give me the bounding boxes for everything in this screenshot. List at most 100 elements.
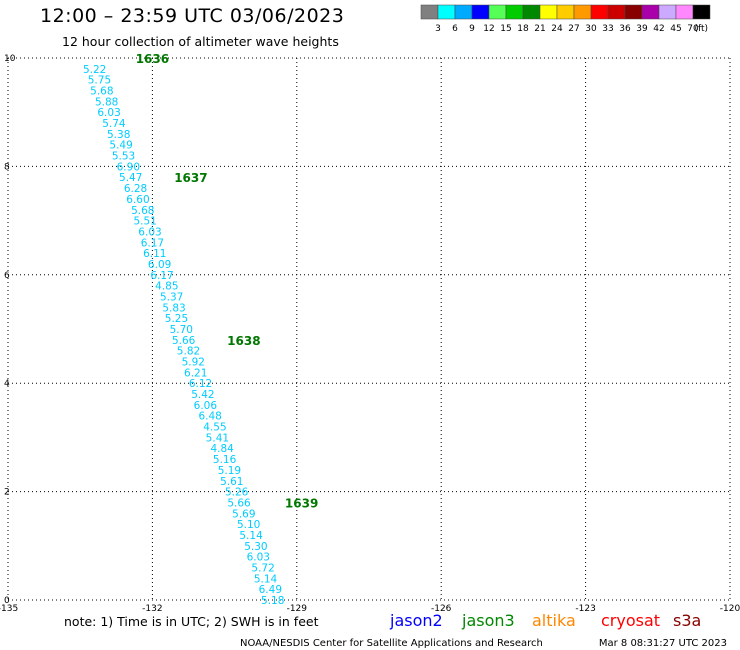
wave-height-label: 6.12: [189, 378, 212, 390]
wave-height-label: 5.68: [90, 86, 113, 98]
legend-color-swatch: [454, 4, 473, 20]
wave-height-label: 5.49: [109, 140, 132, 152]
legend-color-swatch: [692, 4, 711, 20]
wave-height-label: 5.22: [83, 64, 106, 76]
time-label: 1639: [285, 496, 318, 510]
wave-height-label: 6.49: [259, 584, 282, 596]
y-tick-label: 6: [4, 271, 10, 281]
legend-color-swatch: [573, 4, 592, 20]
time-label: 1637: [174, 171, 207, 185]
generated-timestamp: Mar 8 08:31:27 UTC 2023: [599, 638, 727, 649]
legend-color-swatch: [590, 4, 609, 20]
legend-color-swatch: [658, 4, 677, 20]
wave-height-label: 4.84: [210, 443, 234, 455]
wave-height-label: 5.83: [162, 302, 185, 314]
wave-height-label: 6.06: [194, 400, 218, 412]
wave-height-label: 5.66: [227, 497, 251, 509]
wave-height-label: 5.18: [261, 595, 284, 607]
wave-height-label: 5.47: [119, 172, 142, 184]
wave-height-label: 6.28: [124, 183, 147, 195]
legend-tick-label: 9: [469, 24, 475, 34]
legend-tick-label: 15: [500, 24, 511, 34]
wave-height-label: 5.14: [254, 573, 278, 585]
legend-tick-label: 45: [670, 24, 681, 34]
wave-height-label: 6.03: [138, 226, 161, 238]
wave-height-label: 5.66: [172, 335, 196, 347]
wave-height-label: 5.82: [177, 346, 200, 358]
wave-height-label: 5.37: [160, 291, 183, 303]
legend-tick-label: 33: [602, 24, 613, 34]
time-label: 1638: [227, 334, 260, 348]
credit-text: NOAA/NESDIS Center for Satellite Applica…: [240, 638, 543, 649]
wave-height-label: 5.19: [218, 465, 241, 477]
wave-height-label: 6.17: [150, 270, 173, 282]
wave-height-label: 4.55: [203, 422, 226, 434]
wave-height-label: 6.11: [143, 248, 166, 260]
legend-color-swatch: [505, 4, 524, 20]
wave-height-label: 5.88: [95, 96, 118, 108]
legend-tick-label: 12: [483, 24, 494, 34]
legend-tick-label: 3: [435, 24, 441, 34]
x-tick-label: -132: [142, 604, 162, 614]
satellite-legend-altika: altika: [532, 611, 576, 630]
wave-height-label: 6.03: [247, 552, 270, 564]
legend-tick-label: 42: [653, 24, 664, 34]
legend-color-swatch: [624, 4, 643, 20]
wave-height-label: 5.16: [213, 454, 237, 466]
x-tick-label: -123: [575, 604, 595, 614]
legend-tick-label: 21: [534, 24, 545, 34]
legend-color-swatch: [641, 4, 660, 20]
y-tick-label: 10: [4, 54, 16, 64]
wave-height-label: 6.21: [184, 367, 207, 379]
legend-tick-label: 30: [585, 24, 597, 34]
wave-height-label: 6.90: [117, 161, 140, 173]
wave-height-label: 5.61: [220, 476, 243, 488]
wave-height-label: 4.85: [155, 281, 178, 293]
legend-color-swatch: [556, 4, 575, 20]
wave-height-label: 5.72: [251, 562, 274, 574]
wave-height-label: 6.09: [148, 259, 171, 271]
satellite-legend-jason2: jason2: [389, 611, 443, 630]
wave-height-label: 5.92: [182, 357, 205, 369]
time-label: 1636: [136, 52, 169, 66]
satellite-legend-jason3: jason3: [461, 611, 515, 630]
legend-color-swatch: [522, 4, 541, 20]
legend-color-swatch: [471, 4, 490, 20]
legend-color-swatch: [488, 4, 507, 20]
wave-height-label: 5.41: [206, 432, 229, 444]
legend-tick-label: 70: [687, 24, 699, 34]
wave-height-label: 5.68: [131, 205, 154, 217]
wave-height-label: 5.51: [133, 216, 156, 228]
chart-subtitle: 12 hour collection of altimeter wave hei…: [62, 34, 339, 49]
y-tick-label: 8: [4, 162, 10, 172]
wave-height-label: 5.25: [165, 313, 188, 325]
wave-height-label: 5.10: [237, 519, 260, 531]
legend-color-swatch: [420, 4, 439, 20]
wave-height-label: 6.48: [198, 411, 221, 423]
wave-height-label: 5.14: [239, 530, 263, 542]
y-tick-label: 2: [4, 488, 10, 498]
wave-height-label: 5.53: [112, 151, 135, 163]
footnote: note: 1) Time is in UTC; 2) SWH is in fe…: [64, 614, 319, 629]
wave-height-label: 5.38: [107, 129, 130, 141]
legend-color-swatch: [675, 4, 694, 20]
wave-height-label: 5.30: [244, 541, 267, 553]
wave-height-label: 5.26: [225, 487, 249, 499]
legend-tick-label: 39: [636, 24, 648, 34]
chart-title: 12:00 – 23:59 UTC 03/06/2023: [40, 5, 345, 27]
legend-tick-label: 36: [619, 24, 631, 34]
y-tick-label: 4: [4, 379, 10, 389]
x-tick-label: -135: [0, 604, 18, 614]
legend-tick-label: 18: [517, 24, 529, 34]
satellite-legend-s3a: s3a: [673, 611, 701, 630]
x-tick-label: -129: [287, 604, 308, 614]
legend-tick-label: 27: [568, 24, 579, 34]
wave-height-label: 5.69: [232, 508, 255, 520]
wave-height-label: 5.74: [102, 118, 126, 130]
wave-height-label: 5.70: [170, 324, 193, 336]
legend-unit: (ft): [694, 24, 708, 34]
wave-height-label: 6.60: [126, 194, 149, 206]
legend-tick-label: 6: [452, 24, 458, 34]
satellite-legend-cryosat: cryosat: [601, 611, 660, 630]
